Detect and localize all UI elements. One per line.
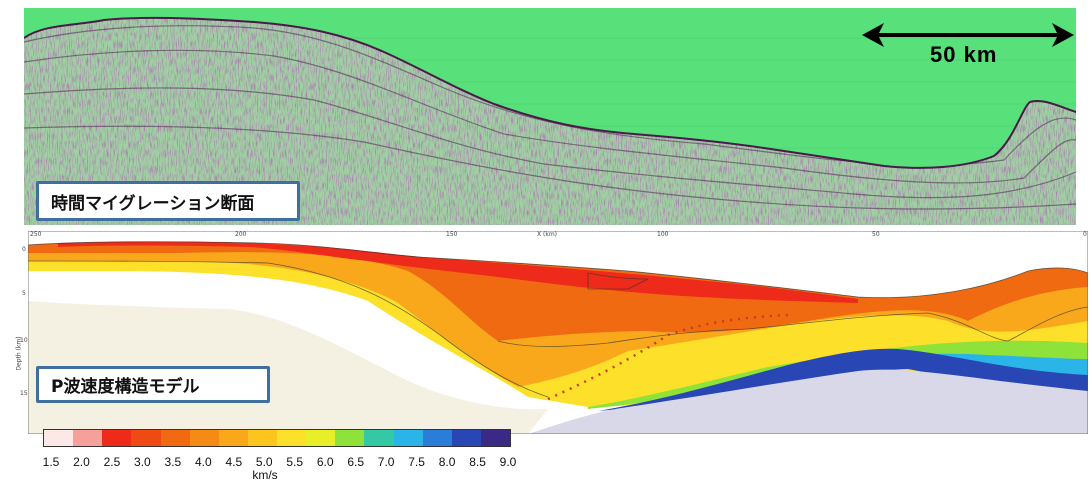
colorbar-segment [44, 430, 74, 446]
colorbar-segment [335, 430, 365, 446]
colorbar-segment [189, 430, 219, 446]
colorbar-segment [306, 430, 336, 446]
colorbar-tick-label: 5.0 [255, 455, 273, 469]
colorbar-tick-label: 6.0 [316, 455, 334, 469]
colorbar-tick-label: 6.5 [347, 455, 364, 469]
seafloor [24, 16, 1076, 169]
velocity-layer-4 [28, 241, 1088, 341]
y-axis-title: Depth (km) [15, 336, 23, 371]
colorbar-tick-label: 8.5 [469, 455, 486, 469]
colorbar-segment [247, 430, 277, 446]
scale-bar-label: 50 km [930, 42, 998, 67]
x-tick: 250 [30, 231, 42, 238]
colorbar-segment [102, 430, 132, 446]
colorbar-tick-label: 4.5 [225, 455, 243, 469]
colorbar-tick-label: 7.0 [377, 455, 395, 469]
colorbar-segment [131, 430, 161, 446]
x-tick: 100 [657, 231, 669, 238]
x-tick: 150 [446, 231, 458, 238]
colorbar-tick-label: 8.0 [438, 455, 456, 469]
y-tick: 0 [22, 246, 26, 253]
colorbar-segment [393, 430, 423, 446]
colorbar-unit: km/s [252, 468, 278, 482]
colorbar-tick-label: 1.5 [42, 455, 60, 469]
colorbar-tick-label: 7.5 [408, 455, 425, 469]
interface-markers [547, 313, 789, 401]
colorbar-segment [218, 430, 248, 446]
colorbar-segment [422, 430, 452, 446]
x-tick: 0 [1083, 231, 1087, 238]
velocity-model-title: P波速度構造モデル [36, 366, 270, 403]
colorbar-segment [480, 430, 510, 446]
colorbar-tick-label: 2.5 [103, 455, 121, 469]
x-tick: 50 [872, 231, 880, 238]
colorbar-segment [277, 430, 307, 446]
colorbar-segment [73, 430, 103, 446]
colorbar-tick-label: 5.5 [286, 455, 304, 469]
scale-bar-arrow [862, 23, 1074, 47]
p-wave-velocity-model [28, 231, 1088, 434]
colorbar-tick-label: 3.0 [134, 455, 151, 469]
colorbar-segment [364, 430, 394, 446]
colorbar-tick-label: 9.0 [499, 455, 517, 469]
colorbar-segment [451, 430, 481, 446]
colorbar-tick-label: 4.0 [194, 455, 212, 469]
y-tick: 10 [20, 337, 28, 344]
x-tick: 200 [235, 231, 247, 238]
x-axis-title: X (km) [537, 231, 558, 238]
basement-unresolved [528, 369, 1088, 434]
colorbar-segment [160, 430, 190, 446]
y-tick: 15 [20, 390, 28, 397]
colorbar-tick-label: 2.0 [73, 455, 90, 469]
velocity-layer-5 [58, 241, 858, 303]
y-tick: 5 [22, 290, 26, 297]
velocity-colorbar [43, 429, 511, 447]
seismic-section-title: 時間マイグレーション断面 [36, 181, 300, 221]
colorbar-tick-label: 3.5 [164, 455, 182, 469]
